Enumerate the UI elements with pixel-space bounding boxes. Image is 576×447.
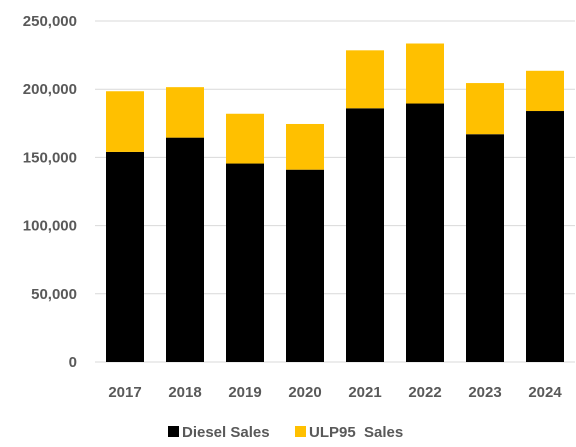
bar-diesel <box>166 137 204 362</box>
x-tick-label: 2024 <box>528 384 562 401</box>
bar-diesel <box>286 169 324 362</box>
bar-ulp95 <box>106 91 144 152</box>
legend-swatch <box>168 426 179 437</box>
x-tick-label: 2021 <box>348 384 381 401</box>
bar-ulp95 <box>286 123 324 170</box>
y-tick-label: 0 <box>69 354 77 371</box>
y-tick-label: 150,000 <box>23 149 77 166</box>
x-tick-label: 2020 <box>288 384 321 401</box>
bar-diesel <box>466 134 504 362</box>
bar-ulp95 <box>346 50 384 109</box>
bar-ulp95 <box>226 113 264 164</box>
bar-diesel <box>226 163 264 362</box>
y-axis: 0 50,000 100,000 150,000 200,000 250,000 <box>23 13 77 371</box>
y-tick-label: 200,000 <box>23 81 77 98</box>
legend-label: ULP95 Sales <box>309 424 403 441</box>
x-tick-label: 2023 <box>468 384 501 401</box>
x-tick-label: 2019 <box>228 384 261 401</box>
y-tick-label: 100,000 <box>23 218 77 235</box>
legend-label: Diesel Sales <box>182 424 270 441</box>
bar-diesel <box>406 103 444 362</box>
x-tick-label: 2017 <box>108 384 141 401</box>
bar-diesel <box>346 108 384 363</box>
x-tick-label: 2022 <box>408 384 441 401</box>
y-tick-label: 50,000 <box>31 286 77 303</box>
legend: Diesel Sales ULP95 Sales <box>168 424 403 441</box>
x-tick-label: 2018 <box>168 384 201 401</box>
bar-ulp95 <box>166 87 204 138</box>
bar-diesel <box>106 151 144 362</box>
bars <box>106 43 564 363</box>
legend-swatch <box>295 426 306 437</box>
bar-ulp95 <box>406 43 444 104</box>
y-tick-label: 250,000 <box>23 13 77 30</box>
x-axis: 2017 2018 2019 2020 2021 2022 2023 2024 <box>108 384 562 401</box>
bar-ulp95 <box>526 70 564 112</box>
bar-diesel <box>526 111 564 362</box>
bar-ulp95 <box>466 83 504 135</box>
